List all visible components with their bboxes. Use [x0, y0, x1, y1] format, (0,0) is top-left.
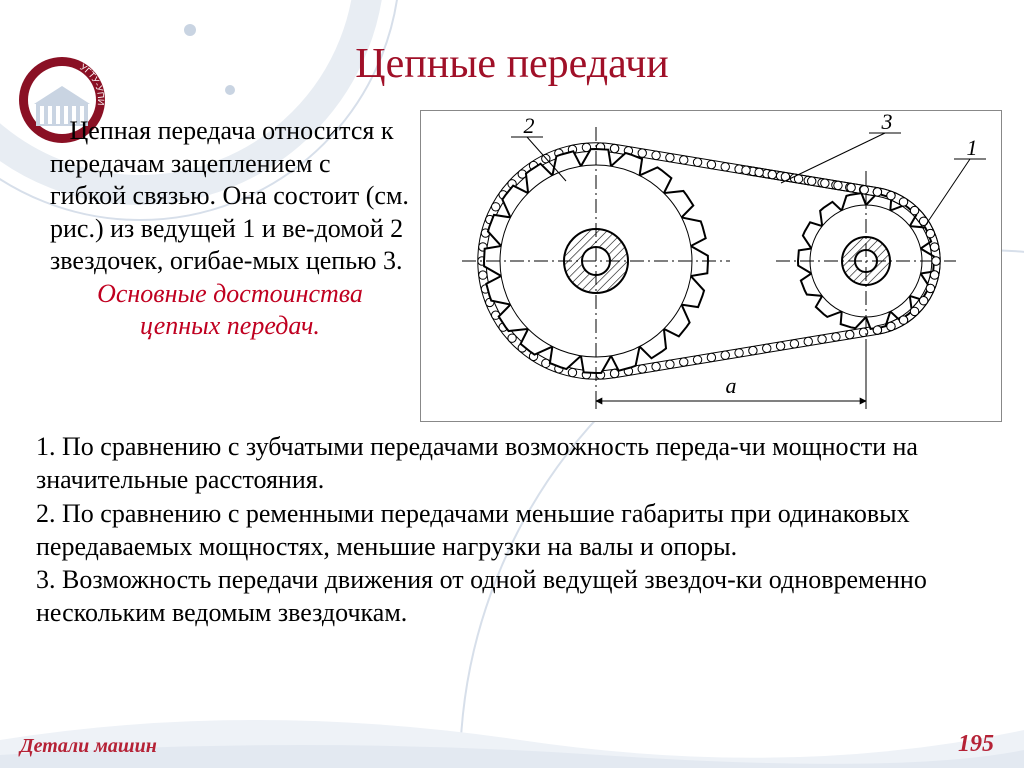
- svg-text:a: a: [726, 373, 737, 398]
- svg-text:3: 3: [881, 111, 893, 134]
- subheading-line2: цепных передач.: [140, 311, 320, 340]
- svg-text:2: 2: [524, 113, 535, 138]
- intro-paragraph: Цепная передача относится к передачам за…: [50, 115, 410, 278]
- slide-title: Цепные передачи: [0, 40, 1024, 88]
- subheading: Основные достоинства цепных передач.: [50, 278, 410, 343]
- subheading-line1: Основные достоинства: [97, 279, 363, 308]
- body-text-block: 1. По сравнению с зубчатыми передачами в…: [36, 430, 996, 630]
- advantage-3: 3. Возможность передачи движения от одно…: [36, 563, 996, 630]
- advantage-1: 1. По сравнению с зубчатыми передачами в…: [36, 430, 996, 497]
- advantage-2: 2. По сравнению с ременными передачами м…: [36, 497, 996, 564]
- footer-label: Детали машин: [20, 735, 157, 758]
- chain-drive-diagram: a 2 3 1: [420, 110, 1002, 422]
- svg-text:1: 1: [967, 135, 978, 160]
- page-number: 195: [958, 731, 994, 758]
- intro-text-block: Цепная передача относится к передачам за…: [50, 115, 410, 343]
